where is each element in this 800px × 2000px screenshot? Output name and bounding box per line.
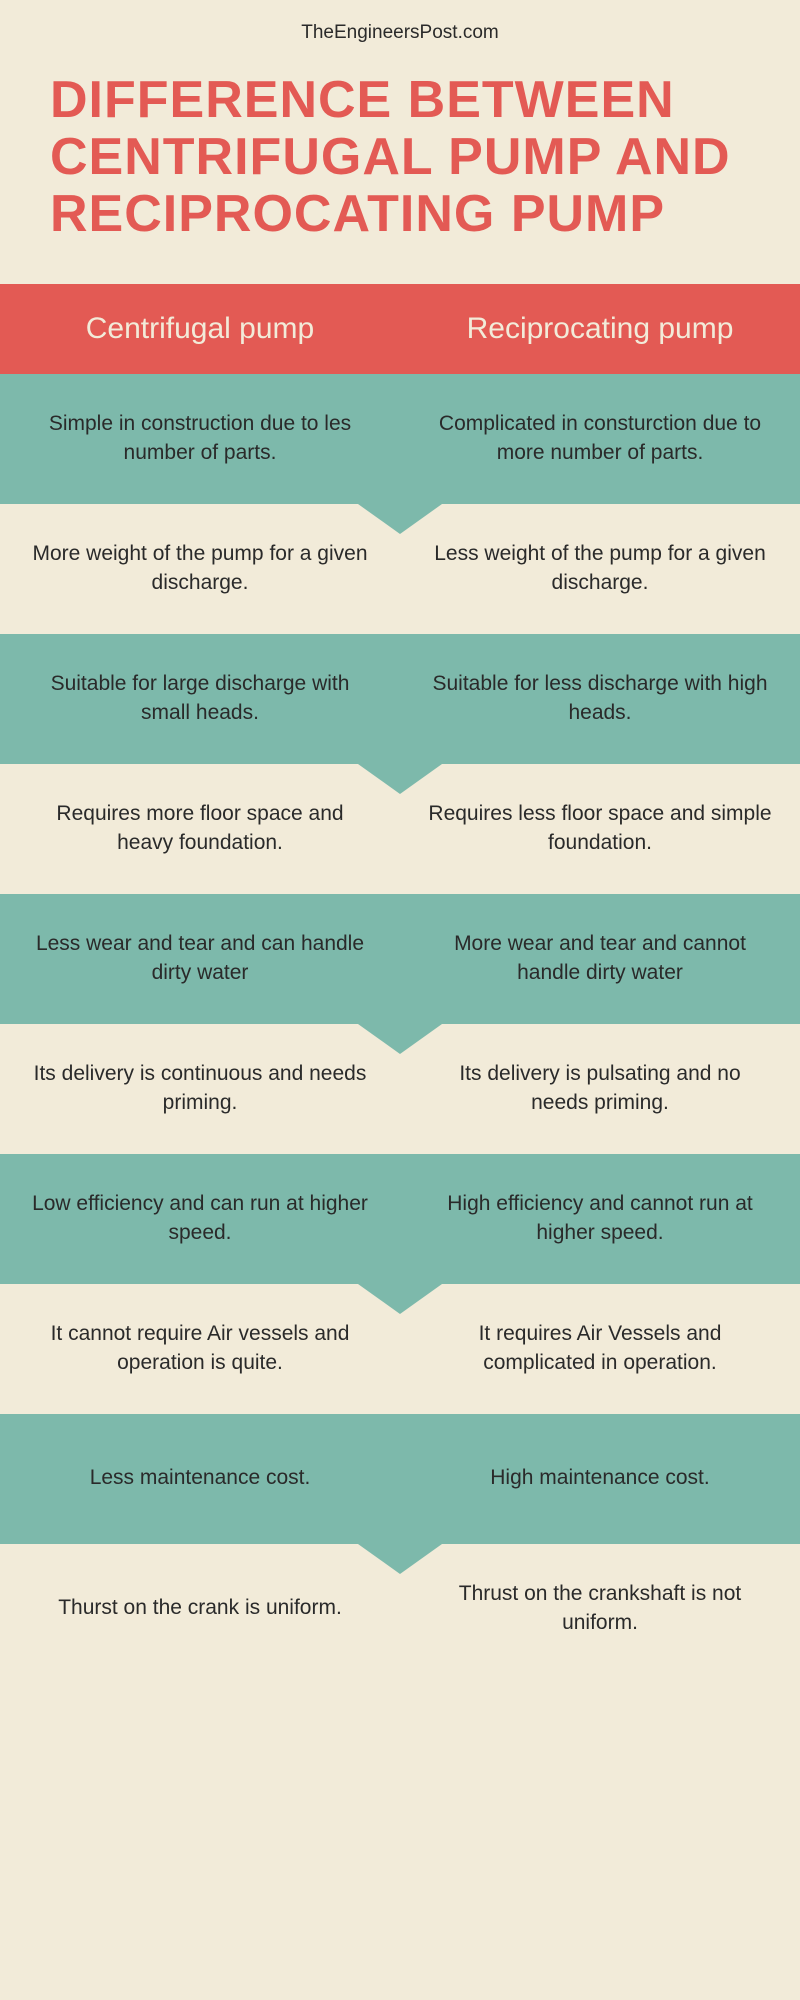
cell-right: Requires less floor space and simple fou…: [400, 770, 800, 887]
cell-left: Low efficiency and can run at higher spe…: [0, 1160, 400, 1277]
cell-left: Simple in construction due to les number…: [0, 380, 400, 497]
site-name: TheEngineersPost.com: [0, 0, 800, 62]
comparison-row: Suitable for large discharge with small …: [0, 634, 800, 764]
column-header-right: Reciprocating pump: [400, 312, 800, 346]
chevron-down-icon: [358, 1024, 442, 1054]
chevron-down-icon: [358, 1284, 442, 1314]
cell-left: Less maintenance cost.: [0, 1434, 400, 1522]
chevron-down-icon: [358, 764, 442, 794]
cell-left: Less wear and tear and can handle dirty …: [0, 900, 400, 1017]
comparison-row: Less maintenance cost. High maintenance …: [0, 1414, 800, 1544]
cell-left: Requires more floor space and heavy foun…: [0, 770, 400, 887]
column-header-row: Centrifugal pump Reciprocating pump: [0, 284, 800, 374]
cell-left: More weight of the pump for a given disc…: [0, 510, 400, 627]
chevron-down-icon: [358, 1544, 442, 1574]
cell-right: More wear and tear and cannot handle dir…: [400, 900, 800, 1017]
cell-right: Less weight of the pump for a given disc…: [400, 510, 800, 627]
chevron-down-icon: [358, 504, 442, 534]
cell-right: Its delivery is pulsating and no needs p…: [400, 1030, 800, 1147]
comparison-row: Less wear and tear and can handle dirty …: [0, 894, 800, 1024]
column-header-left: Centrifugal pump: [0, 312, 400, 346]
cell-right: Complicated in consturction due to more …: [400, 380, 800, 497]
cell-right: High efficiency and cannot run at higher…: [400, 1160, 800, 1277]
main-title: DIFFERENCE BETWEEN CENTRIFUGAL PUMP AND …: [0, 62, 800, 284]
cell-right: High maintenance cost.: [400, 1434, 800, 1522]
infographic-container: TheEngineersPost.com DIFFERENCE BETWEEN …: [0, 0, 800, 1674]
comparison-row: Simple in construction due to les number…: [0, 374, 800, 504]
cell-left: Suitable for large discharge with small …: [0, 640, 400, 757]
comparison-row: Low efficiency and can run at higher spe…: [0, 1154, 800, 1284]
cell-left: It cannot require Air vessels and operat…: [0, 1290, 400, 1407]
cell-left: Its delivery is continuous and needs pri…: [0, 1030, 400, 1147]
cell-right: It requires Air Vessels and complicated …: [400, 1290, 800, 1407]
cell-left: Thurst on the crank is uniform.: [0, 1564, 400, 1652]
cell-right: Thrust on the crankshaft is not uniform.: [400, 1550, 800, 1667]
cell-right: Suitable for less discharge with high he…: [400, 640, 800, 757]
